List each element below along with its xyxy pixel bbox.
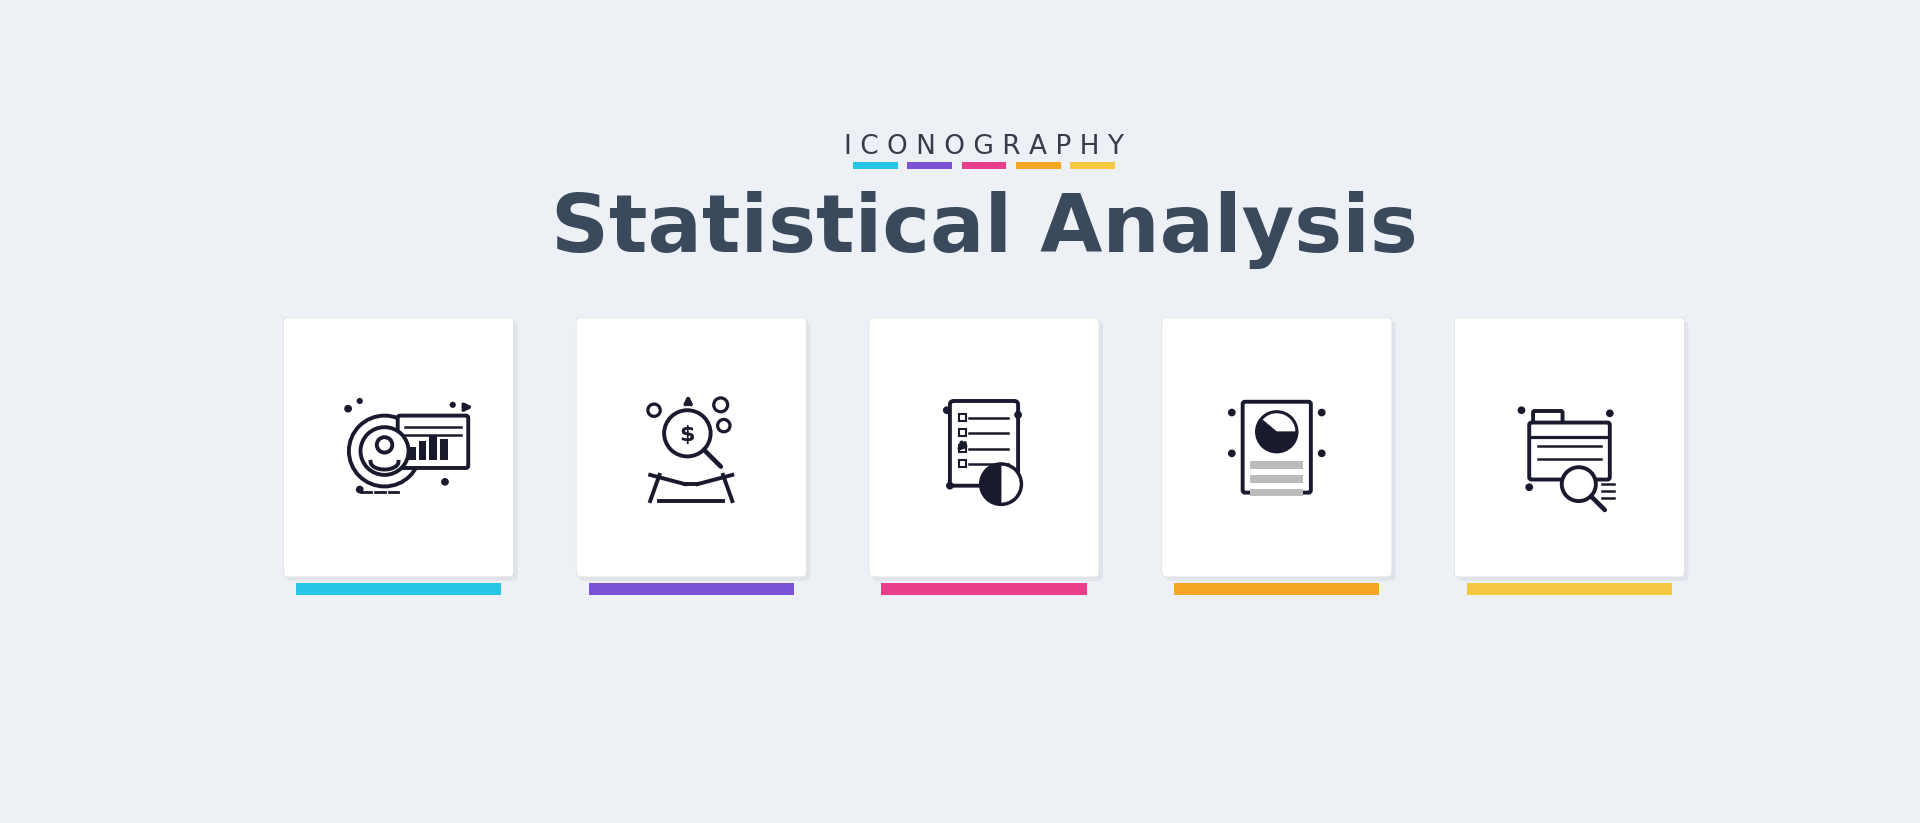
FancyBboxPatch shape — [1162, 318, 1392, 577]
FancyBboxPatch shape — [1467, 583, 1672, 595]
Text: $: $ — [680, 425, 695, 445]
Circle shape — [647, 404, 660, 416]
Circle shape — [714, 398, 728, 412]
Circle shape — [376, 437, 392, 453]
Bar — [407, 447, 415, 459]
Bar — [960, 445, 966, 452]
Text: I C O N O G R A P H Y: I C O N O G R A P H Y — [845, 133, 1123, 160]
Wedge shape — [1000, 465, 1020, 503]
Circle shape — [664, 410, 710, 457]
FancyBboxPatch shape — [580, 321, 810, 581]
FancyBboxPatch shape — [1455, 318, 1684, 577]
FancyBboxPatch shape — [397, 416, 468, 468]
FancyBboxPatch shape — [852, 162, 899, 169]
Circle shape — [442, 478, 449, 486]
Circle shape — [1524, 483, 1532, 491]
FancyBboxPatch shape — [589, 583, 795, 595]
FancyBboxPatch shape — [870, 318, 1098, 577]
FancyBboxPatch shape — [1528, 422, 1609, 480]
FancyBboxPatch shape — [881, 583, 1087, 595]
Circle shape — [1229, 449, 1236, 458]
FancyBboxPatch shape — [288, 321, 518, 581]
Bar — [960, 430, 966, 436]
Text: Statistical Analysis: Statistical Analysis — [551, 191, 1417, 268]
Bar — [1250, 461, 1304, 469]
Circle shape — [1317, 409, 1325, 416]
Circle shape — [361, 427, 409, 475]
Bar — [960, 460, 966, 467]
Wedge shape — [981, 465, 1000, 503]
FancyBboxPatch shape — [1016, 162, 1060, 169]
Bar — [1250, 475, 1304, 482]
Bar — [960, 414, 966, 421]
FancyBboxPatch shape — [874, 321, 1102, 581]
FancyBboxPatch shape — [950, 401, 1018, 486]
Circle shape — [718, 420, 730, 432]
FancyBboxPatch shape — [296, 583, 501, 595]
Circle shape — [357, 398, 363, 404]
FancyBboxPatch shape — [576, 318, 806, 577]
FancyBboxPatch shape — [962, 162, 1006, 169]
Bar — [1250, 489, 1304, 496]
Bar — [419, 441, 426, 459]
Circle shape — [1317, 449, 1325, 458]
FancyBboxPatch shape — [1173, 583, 1379, 595]
FancyBboxPatch shape — [1459, 321, 1688, 581]
Circle shape — [344, 405, 351, 412]
Circle shape — [449, 402, 455, 408]
FancyBboxPatch shape — [1532, 411, 1563, 426]
FancyBboxPatch shape — [1165, 321, 1396, 581]
Wedge shape — [1258, 420, 1296, 451]
Bar — [440, 439, 447, 459]
Circle shape — [349, 416, 420, 486]
Circle shape — [943, 407, 950, 414]
Circle shape — [1561, 467, 1596, 501]
Circle shape — [1014, 411, 1021, 419]
FancyBboxPatch shape — [284, 318, 513, 577]
Wedge shape — [1261, 413, 1296, 432]
Circle shape — [355, 486, 363, 493]
Circle shape — [1256, 412, 1296, 452]
FancyBboxPatch shape — [1242, 402, 1311, 493]
FancyBboxPatch shape — [1069, 162, 1116, 169]
Circle shape — [1605, 410, 1613, 417]
Circle shape — [1229, 409, 1236, 416]
Circle shape — [947, 481, 954, 490]
Circle shape — [981, 464, 1021, 504]
Circle shape — [1517, 407, 1524, 414]
Bar — [430, 435, 438, 459]
FancyBboxPatch shape — [908, 162, 952, 169]
